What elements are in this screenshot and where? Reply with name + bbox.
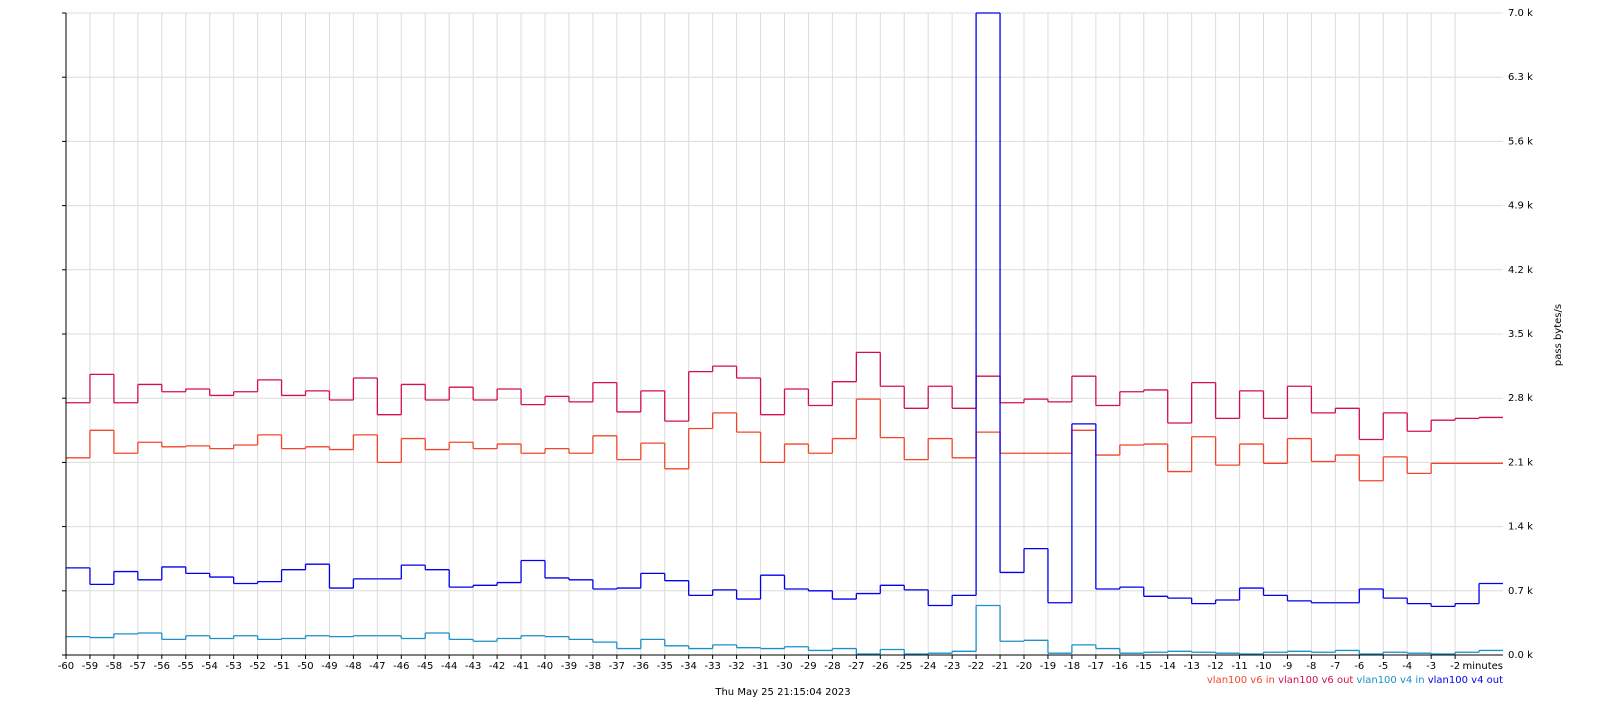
x-tick-label: -38 <box>585 661 601 672</box>
legend-entry: vlan100 v6 in <box>1207 675 1275 686</box>
x-tick-label: -32 <box>728 661 744 672</box>
x-tick-label: -23 <box>944 661 960 672</box>
x-tick-label: -52 <box>249 661 265 672</box>
x-tick-label: -60 <box>58 661 74 672</box>
x-tick-label: -56 <box>154 661 170 672</box>
x-tick-label: -20 <box>1016 661 1032 672</box>
grid <box>65 12 1503 656</box>
x-tick-label: -8 <box>1306 661 1316 672</box>
series <box>66 12 1503 608</box>
legend-entry: vlan100 v4 out <box>1428 675 1503 686</box>
x-tick-label: -55 <box>178 661 194 672</box>
x-tick-label: -47 <box>369 661 385 672</box>
legend-entry: vlan100 v4 in <box>1357 675 1425 686</box>
x-tick-label: -30 <box>776 661 792 672</box>
x-tick-label: -28 <box>824 661 840 672</box>
x-tick-label: -5 <box>1378 661 1388 672</box>
x-tick-label: -3 <box>1426 661 1436 672</box>
x-tick-label: -51 <box>273 661 289 672</box>
x-tick-label: -42 <box>489 661 505 672</box>
x-tick-label: -59 <box>82 661 98 672</box>
x-tick-label: -53 <box>225 661 241 672</box>
x-tick-label: -41 <box>513 661 529 672</box>
x-tick-label: -25 <box>896 661 912 672</box>
plot <box>66 12 1503 655</box>
y-tick-label: 6.3 k <box>1508 72 1533 83</box>
y-tick-label: 3.5 k <box>1508 329 1533 340</box>
x-tick-label: -9 <box>1282 661 1292 672</box>
x-tick-label: -6 <box>1354 661 1364 672</box>
x-tick-label: -31 <box>752 661 768 672</box>
legend-entry: vlan100 v6 out <box>1278 675 1353 686</box>
x-tick-label: -34 <box>681 661 697 672</box>
y-tick-label: 1.4 k <box>1508 522 1533 533</box>
x-tick-label: -12 <box>1207 661 1223 672</box>
x-tick-label: -45 <box>417 661 433 672</box>
x-tick-label: -11 <box>1231 661 1247 672</box>
x-tick-label: -24 <box>920 661 936 672</box>
x-tick-label: -37 <box>609 661 625 672</box>
y-tick-label: 4.9 k <box>1508 201 1533 212</box>
x-tick-label: -17 <box>1088 661 1104 672</box>
y-tick-label: 2.8 k <box>1508 393 1533 404</box>
x-tick-label: -13 <box>1183 661 1199 672</box>
y-tick-label: 0.7 k <box>1508 586 1533 597</box>
x-tick-label: -35 <box>657 661 673 672</box>
x-tick-label: -29 <box>800 661 816 672</box>
x-tick-label: -21 <box>992 661 1008 672</box>
y-tick-label: 4.2 k <box>1508 265 1533 276</box>
x-tick-label: -33 <box>704 661 720 672</box>
x-tick-label: -26 <box>872 661 888 672</box>
x-tick-label: -19 <box>1040 661 1056 672</box>
x-tick-label: -44 <box>441 661 457 672</box>
x-tick-label: -39 <box>561 661 577 672</box>
x-tick-label: -54 <box>202 661 218 672</box>
x-tick-label: -22 <box>968 661 984 672</box>
x-tick-label: -14 <box>1160 661 1176 672</box>
x-tick-label: -36 <box>633 661 649 672</box>
x-tick-label: -57 <box>130 661 146 672</box>
timestamp: Thu May 25 21:15:04 2023 <box>714 687 850 698</box>
x-tick-label: -10 <box>1255 661 1271 672</box>
y-axis-label: pass bytes/s <box>1553 304 1564 366</box>
series <box>66 604 1503 655</box>
y-tick-label: 7.0 k <box>1508 8 1533 19</box>
x-tick-label: -27 <box>848 661 864 672</box>
x-tick-label: -49 <box>321 661 337 672</box>
y-tick-label: 2.1 k <box>1508 457 1533 468</box>
x-tick-label: -2 <box>1450 661 1460 672</box>
x-tick-label: -7 <box>1330 661 1340 672</box>
x-tick-label: -58 <box>106 661 122 672</box>
series <box>66 351 1503 441</box>
x-axis-label: minutes <box>1463 661 1503 672</box>
x-tick-label: -46 <box>393 661 409 672</box>
x-tick-label: -43 <box>465 661 481 672</box>
x-tick-label: -50 <box>297 661 313 672</box>
x-tick-label: -4 <box>1402 661 1412 672</box>
x-tick-label: -15 <box>1136 661 1152 672</box>
series <box>66 398 1503 482</box>
x-tick-label: -40 <box>537 661 553 672</box>
legend: vlan100 v6 in vlan100 v6 out vlan100 v4 … <box>1207 675 1503 686</box>
x-tick-label: -48 <box>345 661 361 672</box>
x-tick-label: -16 <box>1112 661 1128 672</box>
y-tick-label: 5.6 k <box>1508 136 1533 147</box>
x-tick-label: -18 <box>1064 661 1080 672</box>
y-tick-label: 0.0 k <box>1508 650 1533 661</box>
